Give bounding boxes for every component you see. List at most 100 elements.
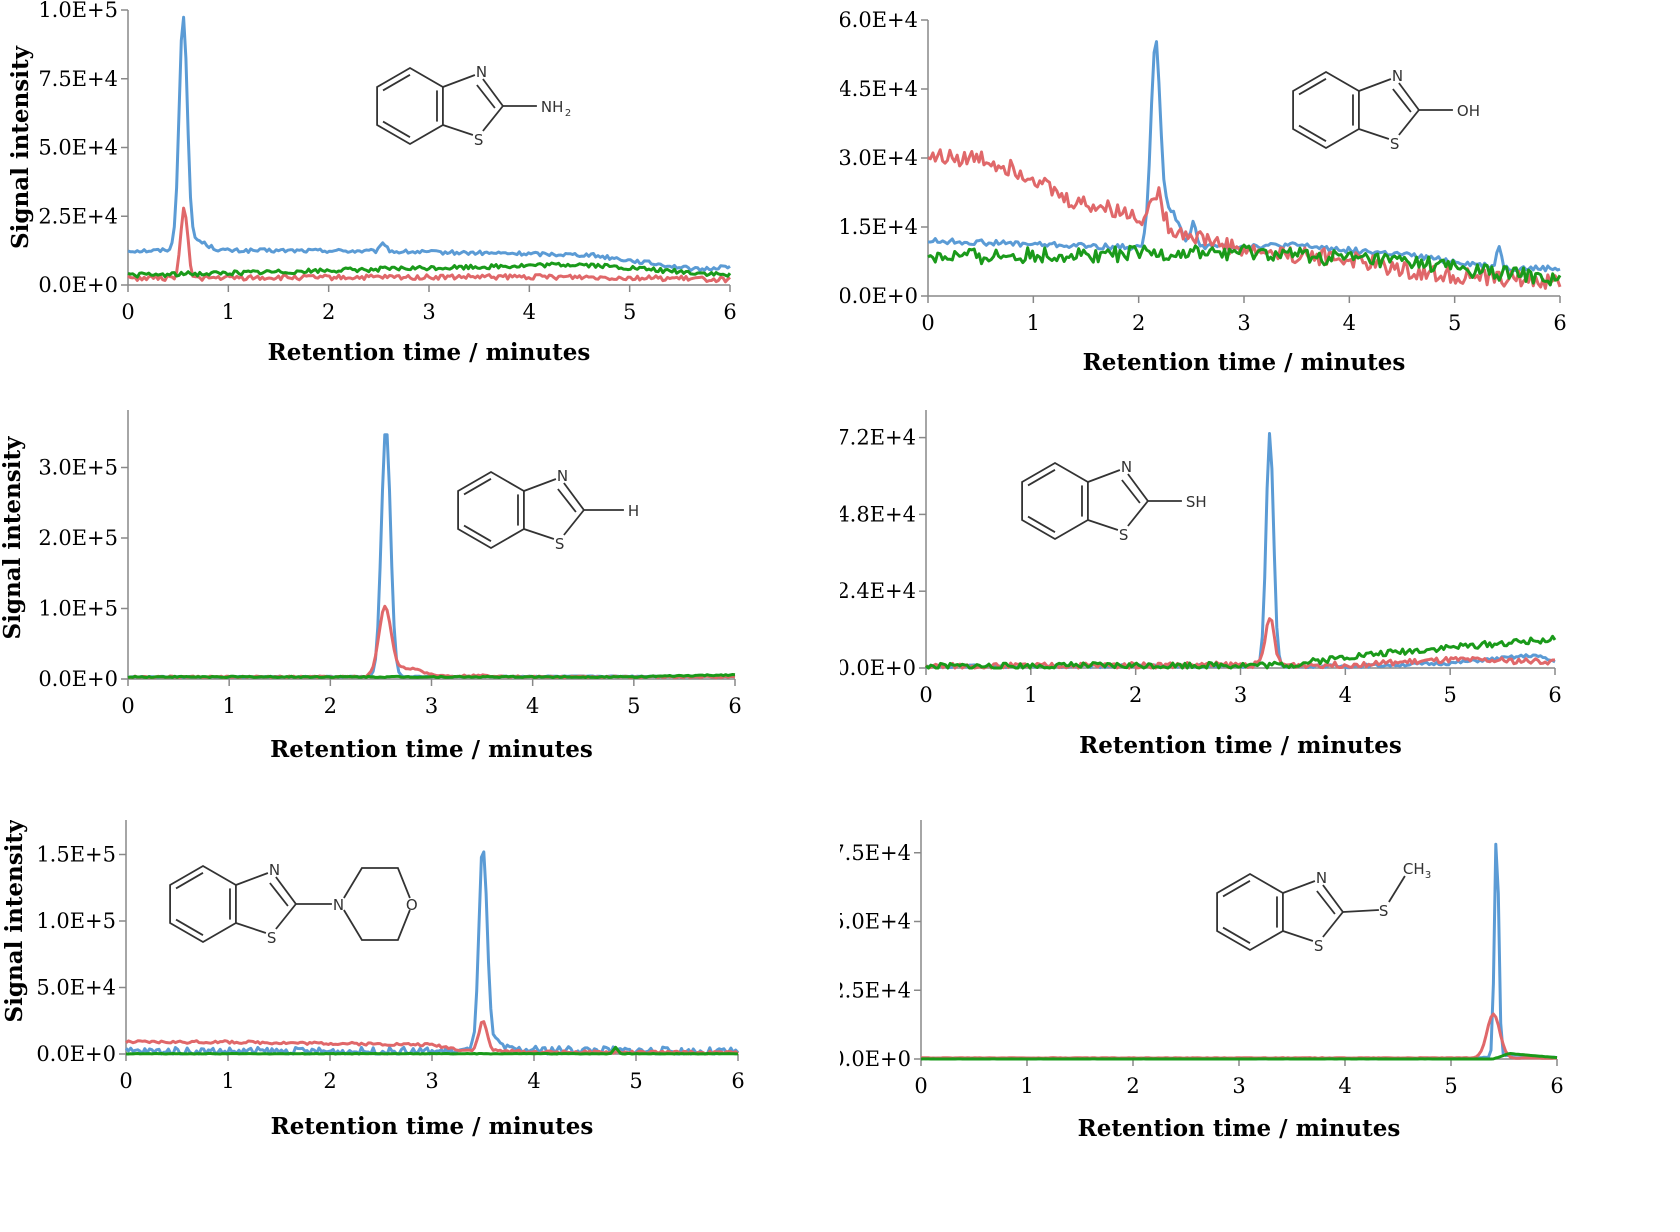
bond bbox=[1342, 909, 1379, 913]
chart-svg: 0.0E+0 2.5E+4 5.0E+4 7.5E+4 1.0E+5 0 1 2 3 4 5 6 Ret… bbox=[7, 0, 737, 366]
atom-label: N bbox=[1392, 67, 1403, 85]
double-bond bbox=[1222, 926, 1251, 944]
bond bbox=[1087, 519, 1119, 531]
y-tick-label: 2.5E+4 bbox=[38, 204, 118, 228]
x-tick-label: 6 bbox=[723, 300, 736, 324]
x-tick-label: 5 bbox=[1444, 1074, 1457, 1098]
y-tick-label: 2.5E+4 bbox=[840, 978, 911, 1002]
benzene-ring bbox=[1292, 70, 1360, 150]
atom-label: O bbox=[406, 896, 418, 914]
chart-svg: 0.0E+01.0E+52.0E+53.0E+54.0E+50123456Ret… bbox=[0, 385, 742, 763]
x-tick-label: 4 bbox=[523, 300, 536, 324]
series-line-red bbox=[127, 604, 736, 680]
bond bbox=[1127, 500, 1149, 527]
benzene-ring bbox=[457, 470, 525, 550]
x-tick-label: 0 bbox=[119, 1069, 132, 1093]
x-tick-label: 6 bbox=[731, 1069, 744, 1093]
x-tick-label: 4 bbox=[1343, 311, 1356, 335]
double-bond bbox=[175, 918, 204, 936]
series-line-green bbox=[127, 673, 736, 679]
chemical-structure: N S N O bbox=[169, 861, 418, 947]
bond bbox=[482, 78, 504, 107]
atom-label: S bbox=[1379, 902, 1389, 920]
x-tick-label: 3 bbox=[422, 300, 435, 324]
chemical-structure: N S SH bbox=[1021, 458, 1207, 544]
series-line-red bbox=[920, 1012, 1558, 1060]
bond bbox=[1282, 880, 1316, 894]
x-tick-label: 0 bbox=[921, 311, 934, 335]
series-line-green bbox=[925, 634, 1557, 670]
double-bond bbox=[269, 882, 289, 907]
double-bond bbox=[382, 74, 411, 92]
y-tick-label: 6.0E+4 bbox=[840, 8, 918, 32]
chemical-structure: N S H bbox=[457, 467, 639, 553]
series-line-green bbox=[920, 1052, 1558, 1061]
y-tick-label: 4.5E+4 bbox=[840, 77, 918, 101]
substituent-label: OH bbox=[1457, 102, 1480, 120]
bond bbox=[1358, 128, 1390, 140]
double-bond bbox=[1027, 515, 1056, 533]
bond bbox=[442, 124, 474, 136]
bond bbox=[563, 482, 585, 511]
series-line-green bbox=[927, 243, 1562, 287]
chart-panel-benzothiazole: 0.0E+01.0E+52.0E+53.0E+54.0E+50123456Ret… bbox=[0, 385, 800, 820]
x-tick-label: 2 bbox=[324, 694, 337, 718]
y-tick-label: 0.0E+0 bbox=[38, 273, 118, 297]
y-axis-label: Signal intensity bbox=[7, 45, 34, 249]
substituent-label: N bbox=[333, 896, 344, 914]
x-tick-label: 3 bbox=[425, 694, 438, 718]
x-tick-label: 2 bbox=[322, 300, 335, 324]
atom-label: S bbox=[1314, 937, 1324, 955]
y-tick-label: 5.0E+4 bbox=[840, 910, 911, 934]
bond bbox=[1398, 82, 1420, 111]
y-tick-label: 1.0E+5 bbox=[38, 597, 118, 621]
x-axis-label: Retention time / minutes bbox=[268, 339, 591, 366]
bond bbox=[1322, 911, 1344, 938]
double-bond bbox=[1298, 124, 1327, 142]
atom-label: S bbox=[267, 929, 277, 947]
atom-label: N bbox=[269, 861, 280, 879]
subscript-label: 2 bbox=[565, 108, 571, 119]
chart-svg: 0.0E+05.0E+41.0E+51.5E+52.0E+50123456Ret… bbox=[1, 776, 745, 1140]
y-tick-label: 4.8E+4 bbox=[840, 502, 916, 526]
x-axis-label: Retention time / minutes bbox=[1078, 1115, 1401, 1142]
chart-panel-methylthiobenzothiazole: 0.0E+02.5E+45.0E+47.5E+41.0E+50123456Ret… bbox=[791, 772, 1680, 1228]
bond bbox=[235, 872, 269, 886]
chemical-structure: N S OH bbox=[1292, 67, 1480, 153]
plot-group: 0.0E+0 1.5E+4 3.0E+4 4.5E+4 6.0E+4 0 1 2 3 4 5 6 Ret… bbox=[791, 8, 1567, 376]
chart-panel-mercaptobenzothiazole: 0.0E+0 2.4E+4 4.8E+4 7.2E+4 0 1 2 3 4 5 6 Retention… bbox=[787, 380, 1680, 820]
y-tick-label: 3.0E+5 bbox=[38, 456, 118, 480]
plot-group: 0.0E+02.5E+45.0E+47.5E+41.0E+50123456Ret… bbox=[791, 772, 1564, 1142]
x-tick-label: 3 bbox=[1234, 683, 1247, 707]
x-tick-label: 4 bbox=[1339, 683, 1352, 707]
double-bond bbox=[1298, 78, 1327, 96]
x-tick-label: 2 bbox=[1126, 1074, 1139, 1098]
bond bbox=[1282, 930, 1314, 942]
series-line-blue bbox=[127, 15, 731, 272]
series-line-green bbox=[125, 1045, 738, 1056]
series-line-blue bbox=[925, 432, 1556, 670]
bond bbox=[523, 528, 555, 540]
atom-label: N bbox=[1121, 458, 1132, 476]
x-tick-label: 0 bbox=[914, 1074, 927, 1098]
y-tick-label: 3.0E+4 bbox=[840, 146, 918, 170]
y-axis-label: Signal intensity bbox=[0, 436, 26, 640]
y-tick-label: 2.0E+5 bbox=[38, 526, 118, 550]
y-tick-label: 7.5E+4 bbox=[38, 67, 118, 91]
x-axis-label: Retention time / minutes bbox=[1079, 732, 1402, 759]
morpholine-ring bbox=[343, 867, 411, 899]
substituent-label: CH bbox=[1403, 860, 1425, 878]
bond bbox=[563, 509, 585, 536]
y-tick-label: 5.0E+4 bbox=[36, 976, 116, 1000]
bond bbox=[275, 903, 297, 930]
x-tick-label: 1 bbox=[221, 1069, 234, 1093]
atom-label: N bbox=[557, 467, 568, 485]
double-bond bbox=[1121, 479, 1141, 504]
y-tick-label: 0.0E+0 bbox=[840, 1047, 911, 1071]
bond bbox=[235, 922, 267, 934]
series-line-blue bbox=[124, 850, 740, 1056]
y-tick-label: 5.0E+4 bbox=[38, 136, 118, 160]
x-tick-label: 5 bbox=[627, 694, 640, 718]
double-bond bbox=[175, 872, 204, 890]
